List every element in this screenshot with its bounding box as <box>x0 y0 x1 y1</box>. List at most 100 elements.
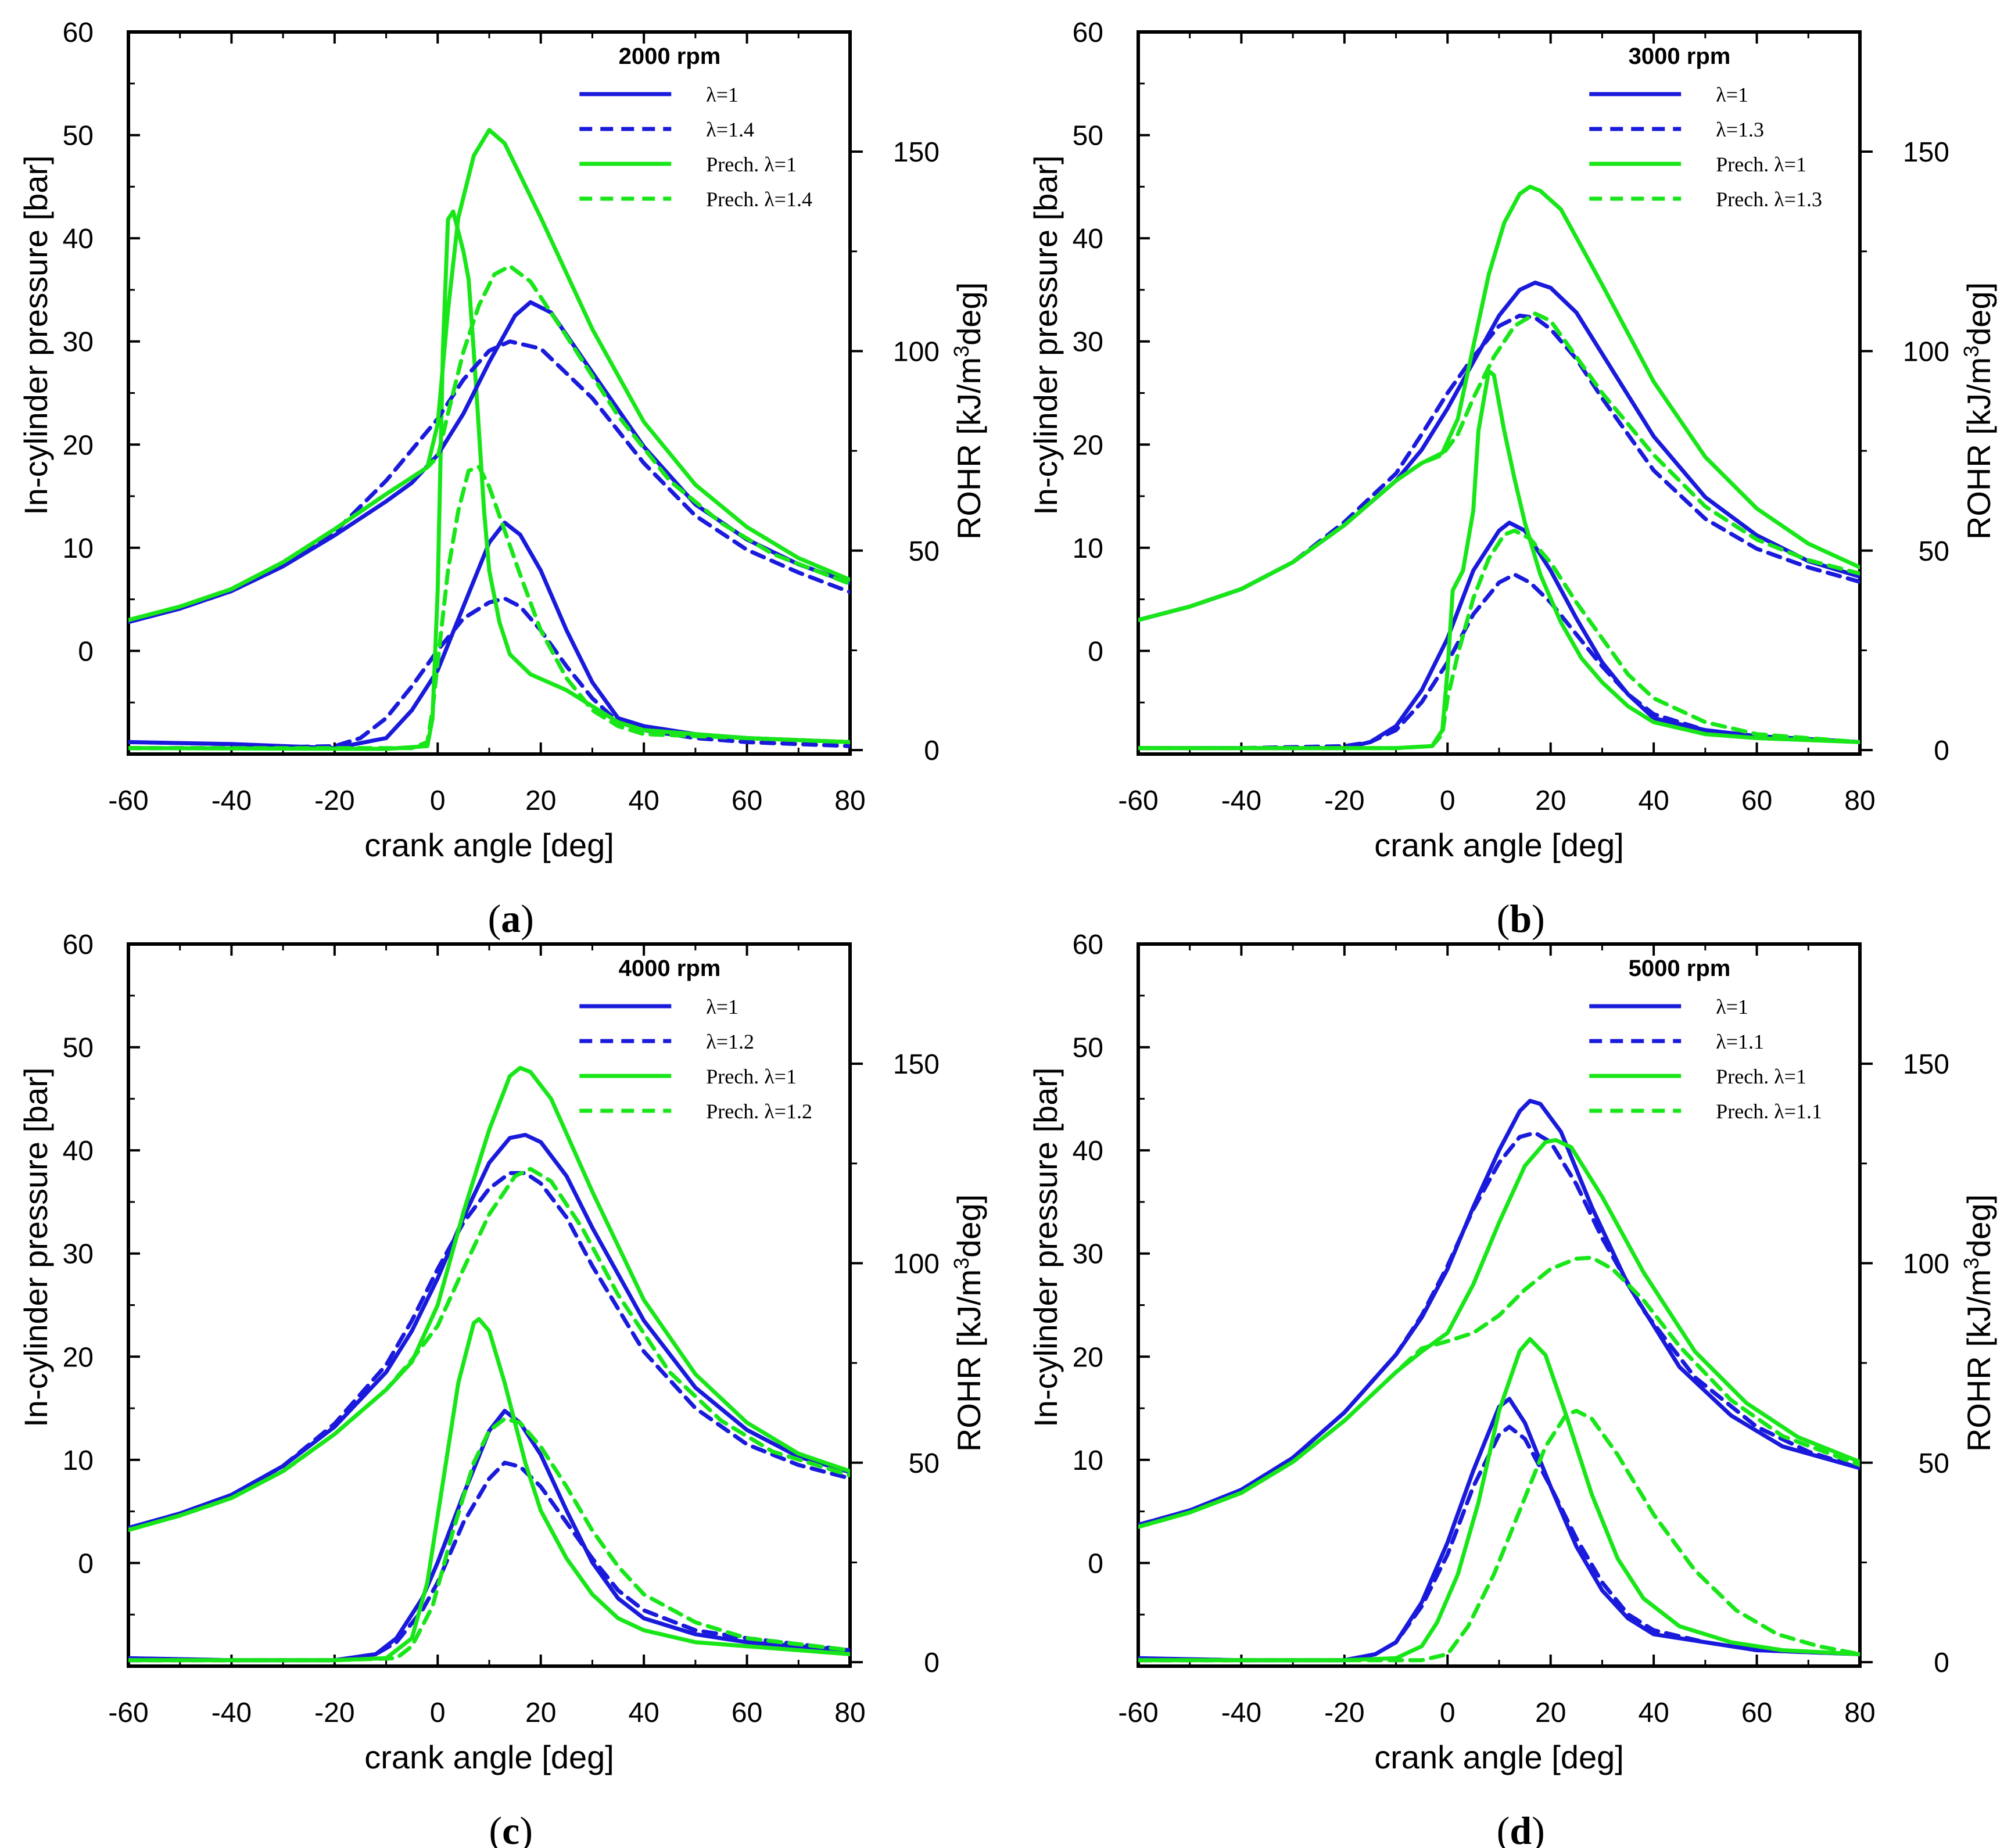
y-tick-label-right: 50 <box>909 1448 940 1479</box>
plot-area <box>128 1065 850 1663</box>
x-tick-label: -40 <box>211 785 252 816</box>
plot-frame <box>1137 942 1862 1668</box>
plot-area <box>1138 184 1860 751</box>
y-axis-label-right-sup: 3 <box>949 1258 973 1269</box>
legend-label: Prech. λ=1 <box>1716 1065 1806 1088</box>
y-tick-label-left: 60 <box>63 930 94 960</box>
y-tick-label-right: 0 <box>1934 1648 1949 1678</box>
y-tick-label-left: 10 <box>1073 533 1103 564</box>
y-axis-label-right-prefix: ROHR [kJ/m <box>1960 357 1997 540</box>
legend-label: λ=1 <box>706 83 738 106</box>
panel-b: -60 -40 -20 0 20 40 60 80 0 10 20 30 40 50 60 0 50 100 150… <box>1027 17 1997 941</box>
legend-label: λ=1.2 <box>706 1030 754 1053</box>
panel-letter-close: ) <box>519 1808 533 1848</box>
y-tick-label-left: 0 <box>78 636 94 667</box>
y-tick-label-left: 60 <box>63 17 94 48</box>
y-tick-label-left: 0 <box>1088 1548 1103 1579</box>
panel-letter: (a) <box>488 896 534 941</box>
x-tick-label: 0 <box>1440 1698 1456 1728</box>
x-tick-label: -60 <box>1118 785 1158 816</box>
x-axis-label: crank angle [deg] <box>364 827 614 863</box>
x-tick-label: -40 <box>211 1698 252 1728</box>
y-tick-label-left: 30 <box>63 327 94 358</box>
legend-title: 4000 rpm <box>619 956 721 981</box>
legend-label: Prech. λ=1 <box>706 1065 797 1088</box>
y-axis-label-right-sup: 3 <box>1959 1258 1983 1269</box>
y-tick-label-left: 60 <box>1073 17 1103 48</box>
panel-letter-close: ) <box>1532 896 1545 941</box>
rohr-series-line <box>1138 572 1860 751</box>
rohr-series-line <box>1138 369 1860 751</box>
y-tick-label-right: 100 <box>893 1248 940 1279</box>
y-axis-label-right-prefix: ROHR [kJ/m <box>951 357 987 540</box>
x-tick-label: 80 <box>1844 785 1875 816</box>
y-tick-label-left: 50 <box>63 1033 94 1064</box>
pressure-series-line <box>128 1171 850 1530</box>
rohr-series-line <box>1138 528 1860 751</box>
panel-letter-value: b <box>1510 896 1532 941</box>
legend-title: 5000 rpm <box>1629 956 1731 981</box>
y-tick-label-left: 40 <box>63 224 94 254</box>
rohr-series-line <box>128 1317 850 1663</box>
x-axis-label: crank angle [deg] <box>1374 827 1624 863</box>
panel-letter-open: ( <box>1497 896 1510 941</box>
y-tick-label-left: 50 <box>1073 121 1103 152</box>
panel-letter-value: c <box>502 1808 519 1848</box>
y-axis-label-right-suffix: deg] <box>951 1194 987 1258</box>
y-axis-label-right-suffix: deg] <box>951 282 987 346</box>
x-tick-label: 0 <box>1440 785 1456 816</box>
y-axis-label-right-sup: 3 <box>1959 346 1983 357</box>
x-tick-label: 0 <box>430 785 446 816</box>
pressure-series-line <box>1138 1255 1860 1529</box>
panel-letter-open: ( <box>488 896 501 941</box>
legend-label: λ=1 <box>1716 995 1748 1018</box>
x-axis-label: crank angle [deg] <box>364 1739 614 1775</box>
panel-a: -60 -40 -20 0 20 40 60 80 0 10 20 30 40 50 60 0 50 100 150… <box>17 17 987 941</box>
x-tick-label: -40 <box>1221 1698 1261 1728</box>
legend-label: Prech. λ=1.3 <box>1716 188 1822 211</box>
y-tick-label-left: 10 <box>1073 1445 1103 1476</box>
y-axis-label-right-prefix: ROHR [kJ/m <box>951 1269 987 1452</box>
y-tick-label-left: 40 <box>1073 224 1103 254</box>
y-tick-label-left: 0 <box>78 1548 94 1579</box>
y-axis-label-right: ROHR [kJ/m3deg] <box>949 282 987 540</box>
y-tick-label-left: 20 <box>1073 430 1103 461</box>
y-tick-label-right: 50 <box>1919 536 1949 567</box>
rohr-series-line <box>1138 1424 1860 1663</box>
y-tick-label-right: 0 <box>1934 735 1949 766</box>
y-tick-label-left: 20 <box>63 1342 94 1373</box>
legend-label: λ=1 <box>706 995 738 1018</box>
legend-label: λ=1.1 <box>1716 1030 1764 1053</box>
x-tick-label: 0 <box>430 1698 446 1728</box>
rohr-series-line <box>128 209 850 751</box>
rohr-series-line <box>128 1409 850 1663</box>
y-tick-label-right: 100 <box>1903 336 1949 367</box>
legend-label: λ=1.3 <box>1716 118 1764 141</box>
x-tick-label: 80 <box>1844 1698 1875 1728</box>
x-tick-label: 20 <box>1535 785 1566 816</box>
y-tick-label-right: 50 <box>909 536 940 567</box>
legend-label: λ=1 <box>1716 83 1748 106</box>
x-tick-label: 20 <box>1535 1698 1566 1728</box>
legend-label: Prech. λ=1.2 <box>706 1100 812 1123</box>
legend-label: Prech. λ=1 <box>706 153 797 176</box>
y-tick-label-left: 10 <box>63 533 94 564</box>
rohr-series-line <box>1138 1337 1860 1663</box>
y-axis-label-left: In-cylinder pressure [bar] <box>1027 1067 1064 1427</box>
panel-letter: (d) <box>1497 1808 1545 1848</box>
y-tick-label-right: 100 <box>1903 1248 1949 1279</box>
plot-area <box>128 128 850 751</box>
panel-letter-close: ) <box>1532 1808 1545 1848</box>
y-tick-label-left: 0 <box>1088 636 1103 667</box>
y-axis-label-left: In-cylinder pressure [bar] <box>17 1067 54 1427</box>
y-tick-label-left: 60 <box>1073 930 1103 960</box>
y-axis-label-right: ROHR [kJ/m3deg] <box>1959 1194 1997 1452</box>
y-tick-label-right: 150 <box>893 1049 940 1080</box>
panel-letter-close: ) <box>521 896 534 941</box>
y-axis-label-left: In-cylinder pressure [bar] <box>1027 155 1064 515</box>
x-tick-label: -20 <box>1324 1698 1364 1728</box>
x-tick-label: 60 <box>1741 785 1772 816</box>
y-tick-label-left: 20 <box>63 430 94 461</box>
x-tick-label: 20 <box>525 785 556 816</box>
y-tick-label-right: 100 <box>893 336 940 367</box>
